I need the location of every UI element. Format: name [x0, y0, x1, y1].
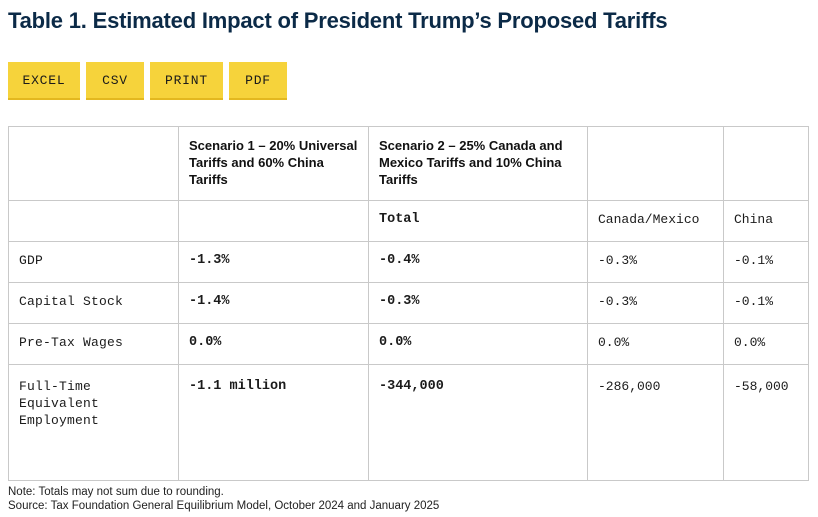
header-blank-cell	[723, 126, 809, 201]
canada-mexico-value: -0.3%	[587, 282, 724, 324]
header-scenario-1: Scenario 1 – 20% Universal Tariffs and 6…	[178, 126, 369, 201]
table-notes: Note: Totals may not sum due to rounding…	[8, 485, 439, 513]
china-value: -0.1%	[723, 241, 809, 283]
subheader-china: China	[723, 200, 809, 242]
scenario-2-total-value: -344,000	[368, 364, 588, 481]
subheader-blank-cell	[8, 200, 179, 242]
scenario-1-value: -1.3%	[178, 241, 369, 283]
row-label: Pre-Tax Wages	[8, 323, 179, 365]
csv-button[interactable]: CSV	[86, 62, 144, 100]
row-label: Capital Stock	[8, 282, 179, 324]
scenario-2-total-value: -0.4%	[368, 241, 588, 283]
scenario-2-total-value: -0.3%	[368, 282, 588, 324]
canada-mexico-value: 0.0%	[587, 323, 724, 365]
print-button[interactable]: PRINT	[150, 62, 223, 100]
scenario-1-value: -1.1 million	[178, 364, 369, 481]
table-header-row: Scenario 1 – 20% Universal Tariffs and 6…	[8, 126, 809, 201]
page-title: Table 1. Estimated Impact of President T…	[8, 8, 668, 33]
scenario-1-value: 0.0%	[178, 323, 369, 365]
rounding-note: Note: Totals may not sum due to rounding…	[8, 486, 224, 498]
china-value: -58,000	[723, 364, 809, 481]
tariff-impact-table: Scenario 1 – 20% Universal Tariffs and 6…	[8, 126, 809, 481]
china-value: 0.0%	[723, 323, 809, 365]
scenario-2-total-value: 0.0%	[368, 323, 588, 365]
scenario-1-value: -1.4%	[178, 282, 369, 324]
header-scenario-2: Scenario 2 – 25% Canada and Mexico Tarif…	[368, 126, 588, 201]
row-label: GDP	[8, 241, 179, 283]
table-row: GDP -1.3% -0.4% -0.3% -0.1%	[8, 241, 809, 283]
subheader-canada-mexico: Canada/Mexico	[587, 200, 724, 242]
subheader-blank-cell	[178, 200, 369, 242]
table-subheader-row: Total Canada/Mexico China	[8, 200, 809, 242]
canada-mexico-value: -0.3%	[587, 241, 724, 283]
table-row: Capital Stock -1.4% -0.3% -0.3% -0.1%	[8, 282, 809, 324]
subheader-total: Total	[368, 200, 588, 242]
china-value: -0.1%	[723, 282, 809, 324]
export-toolbar: EXCEL CSV PRINT PDF	[8, 62, 287, 100]
header-blank-cell	[8, 126, 179, 201]
table-row: Pre-Tax Wages 0.0% 0.0% 0.0% 0.0%	[8, 323, 809, 365]
row-label: Full-Time Equivalent Employment	[8, 364, 179, 481]
table-row: Full-Time Equivalent Employment -1.1 mil…	[8, 364, 809, 481]
canada-mexico-value: -286,000	[587, 364, 724, 481]
source-note: Source: Tax Foundation General Equilibri…	[8, 500, 440, 512]
pdf-button[interactable]: PDF	[229, 62, 287, 100]
excel-button[interactable]: EXCEL	[8, 62, 80, 100]
header-blank-cell	[587, 126, 724, 201]
